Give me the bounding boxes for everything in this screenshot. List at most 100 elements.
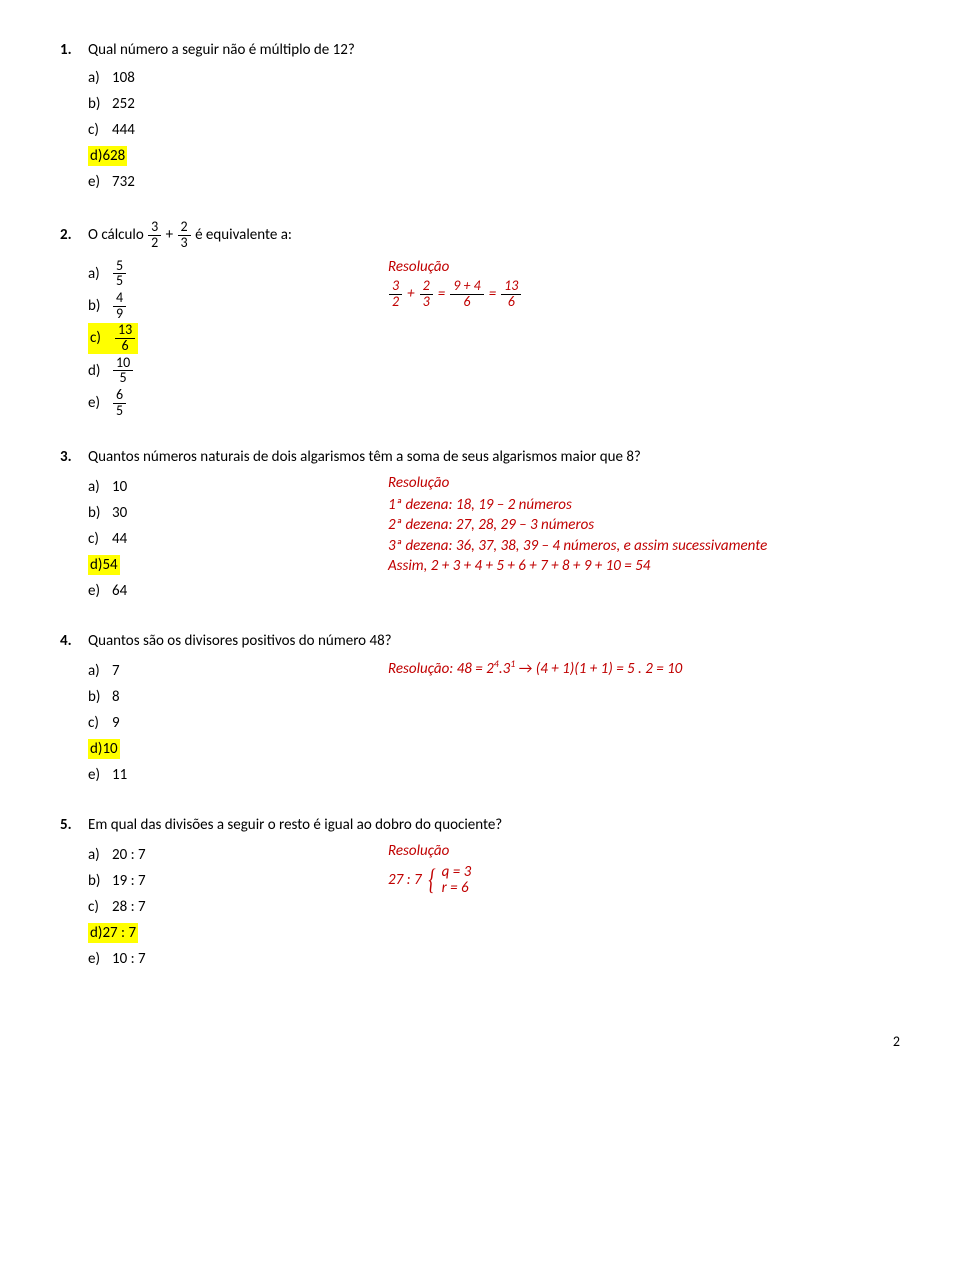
opt-label: e) — [88, 393, 112, 413]
plus: + — [166, 226, 173, 244]
opt-value: 9 — [112, 713, 120, 733]
opt-label: d) — [88, 361, 112, 381]
question-4: 4. Quantos são os divisores positivos do… — [60, 631, 900, 789]
op-eq: = — [489, 284, 496, 304]
frac-num: 6 — [113, 388, 126, 403]
opt-value: 108 — [112, 68, 135, 88]
q1-header: 1. Qual número a seguir não é múltiplo d… — [60, 40, 900, 60]
brace-top: q = 3 — [442, 864, 472, 881]
opt-label: a) — [88, 264, 112, 284]
frac: 9 + 46 — [450, 279, 484, 309]
frac-den: 3 — [178, 235, 191, 251]
q4-options: a)7 b)8 c)9 d)10 e)11 — [88, 657, 388, 789]
opt-label: b) — [88, 503, 112, 523]
frac-num: 5 — [113, 259, 126, 274]
q3-number: 3. — [60, 447, 88, 467]
resolution-text: (4 + 1)(1 + 1) = 5 . 2 = 10 — [536, 660, 683, 678]
q3-opt-b: b)30 — [88, 501, 388, 525]
opt-label: e) — [88, 949, 112, 969]
opt-value: 7 — [112, 661, 120, 681]
question-3: 3. Quantos números naturais de dois alga… — [60, 447, 900, 605]
opt-label: a) — [88, 845, 112, 865]
q3-header: 3. Quantos números naturais de dois alga… — [60, 447, 900, 467]
resolution-equation: 27 : 7 { q = 3 r = 6 — [388, 864, 900, 897]
q5-opt-e: e)10 : 7 — [88, 947, 388, 971]
frac-den: 2 — [389, 294, 402, 310]
opt-label: b) — [88, 687, 112, 707]
question-2: 2. O cálculo 32 + 23 é equivalente a: a)… — [60, 220, 900, 420]
opt-value: 20 : 7 — [112, 845, 146, 865]
q2-text: O cálculo 32 + 23 é equivalente a: — [88, 220, 292, 250]
opt-label: d) — [90, 740, 102, 758]
opt-label: c) — [88, 529, 112, 549]
q2-opt-e: e) 65 — [88, 388, 388, 418]
q2-opt-b: b) 49 — [88, 291, 388, 321]
resolution-equation: 32 + 23 = 9 + 46 = 136 — [388, 279, 900, 309]
frac: 23 — [420, 279, 433, 309]
frac: 23 — [178, 220, 191, 250]
opt-value: 10 — [112, 477, 127, 497]
frac-den: 2 — [148, 235, 161, 251]
q2-text-pre: O cálculo — [88, 226, 147, 244]
frac-num: 9 + 4 — [450, 279, 484, 294]
frac: 32 — [148, 220, 161, 250]
q3-opt-a: a)10 — [88, 475, 388, 499]
frac-num: 2 — [178, 220, 191, 235]
frac-den: 9 — [113, 306, 126, 322]
frac-num: 3 — [148, 220, 161, 235]
frac-num: 2 — [420, 279, 433, 294]
frac: 32 — [389, 279, 402, 309]
opt-label: d) — [90, 147, 102, 165]
resolution-line: 2ª dezena: 27, 28, 29 – 3 números — [388, 515, 900, 535]
q3-resolution: Resolução 1ª dezena: 18, 19 – 2 números … — [388, 473, 900, 605]
q1-opt-d: d)628 — [88, 144, 900, 168]
opt-label: e) — [88, 172, 112, 192]
resolution-text: Resolução: 48 = 2 — [388, 660, 494, 678]
brace-content: q = 3 r = 6 — [442, 864, 472, 897]
q2-resolution: Resolução 32 + 23 = 9 + 46 = 136 — [388, 257, 900, 421]
q2-opt-a: a) 55 — [88, 259, 388, 289]
opt-label: d) — [90, 556, 102, 574]
q1-options: a)108 b)252 c)444 d)628 e)732 — [60, 66, 900, 194]
resolution-title: Resolução — [388, 473, 900, 493]
q5-opt-a: a)20 : 7 — [88, 843, 388, 867]
opt-value: 64 — [112, 581, 127, 601]
frac-num: 4 — [113, 291, 126, 306]
resolution-line: 3ª dezena: 36, 37, 38, 39 – 4 números, e… — [388, 536, 900, 556]
opt-label: b) — [88, 296, 112, 316]
resolution-text: .3 — [499, 660, 510, 678]
q1-text: Qual número a seguir não é múltiplo de 1… — [88, 40, 355, 60]
opt-value: 628 — [102, 147, 125, 165]
frac-num: 10 — [113, 356, 133, 371]
q4-header: 4. Quantos são os divisores positivos do… — [60, 631, 900, 651]
frac: 105 — [113, 356, 133, 386]
opt-label: c) — [88, 120, 112, 140]
q2-opt-d: d) 105 — [88, 356, 388, 386]
q5-resolution: Resolução 27 : 7 { q = 3 r = 6 — [388, 841, 900, 973]
op-plus: + — [407, 284, 414, 304]
opt-label: a) — [88, 68, 112, 88]
resolution-line: 1ª dezena: 18, 19 – 2 números — [388, 495, 900, 515]
frac-den: 5 — [113, 403, 126, 419]
q2-number: 2. — [60, 225, 88, 245]
q5-opt-c: c)28 : 7 — [88, 895, 388, 919]
q2-text-post: é equivalente a: — [195, 226, 292, 244]
opt-value: 30 — [112, 503, 127, 523]
q1-opt-c: c)444 — [88, 118, 900, 142]
q4-opt-e: e)11 — [88, 763, 388, 787]
q4-opt-c: c)9 — [88, 711, 388, 735]
opt-value: 8 — [112, 687, 120, 707]
frac-den: 6 — [450, 294, 484, 310]
q2-options: a) 55 b) 49 c) 136 d) 105 e) 65 — [88, 257, 388, 421]
opt-label: c) — [88, 897, 112, 917]
resolution-lhs: 27 : 7 — [388, 870, 422, 890]
q1-opt-a: a)108 — [88, 66, 900, 90]
brace-bot: r = 6 — [442, 880, 472, 897]
opt-value: 10 — [102, 740, 117, 758]
q5-opt-d: d)27 : 7 — [88, 921, 388, 945]
frac-den: 3 — [420, 294, 433, 310]
opt-label: b) — [88, 94, 112, 114]
arrow-icon: → — [515, 660, 535, 678]
q3-options: a)10 b)30 c)44 d)54 e)64 — [88, 473, 388, 605]
opt-value: 44 — [112, 529, 127, 549]
